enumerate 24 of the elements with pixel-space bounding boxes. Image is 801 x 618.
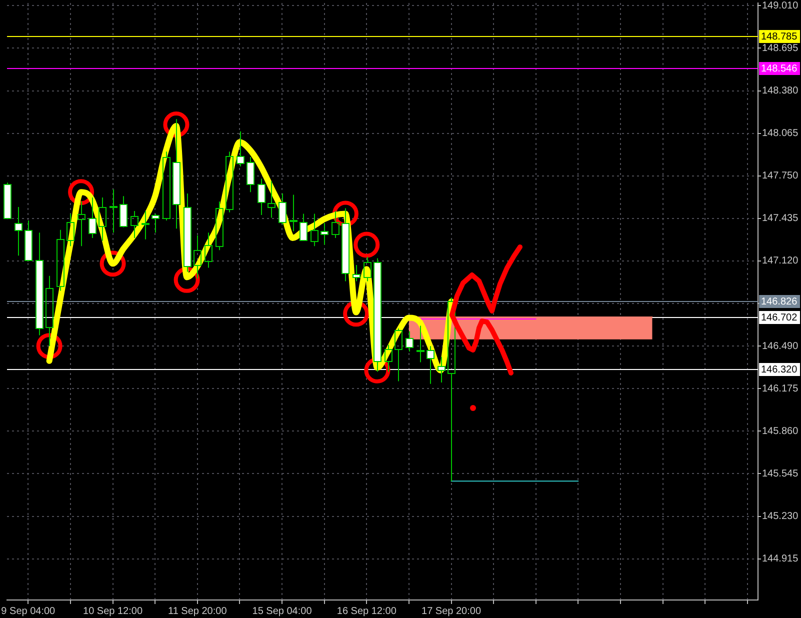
y-tick-label: 145.545 xyxy=(762,468,799,480)
ref-line-label: 148.785 xyxy=(761,31,798,42)
y-tick-label: 147.435 xyxy=(762,213,799,224)
y-tick-label: 148.065 xyxy=(762,128,799,140)
ref-line-label: 146.702 xyxy=(761,312,798,324)
ref-line-label: 148.546 xyxy=(761,63,798,74)
x-tick-label: 15 Sep 04:00 xyxy=(252,606,312,617)
x-tick-label: 11 Sep 20:00 xyxy=(168,606,228,617)
y-tick-label: 146.490 xyxy=(762,340,799,352)
y-tick-label: 148.380 xyxy=(762,86,799,97)
y-tick-label: 146.175 xyxy=(762,383,799,394)
x-tick-label: 10 Sep 12:00 xyxy=(83,606,143,617)
y-tick-label: 149.010 xyxy=(762,0,799,12)
ref-line-label: 146.826 xyxy=(761,296,798,308)
y-tick-label: 148.695 xyxy=(762,43,799,54)
x-tick-label: 9 Sep 04:00 xyxy=(1,606,56,617)
x-tick-label: 16 Sep 12:00 xyxy=(336,606,397,617)
y-tick-label: 145.860 xyxy=(762,426,799,437)
x-tick-label: 17 Sep 20:00 xyxy=(422,606,482,617)
y-tick-label: 147.120 xyxy=(762,256,799,267)
y-tick-label: 147.750 xyxy=(762,170,799,182)
y-tick-label: 145.230 xyxy=(762,511,799,522)
y-tick-label: 144.915 xyxy=(762,554,799,565)
ref-line-label: 146.320 xyxy=(761,364,798,376)
